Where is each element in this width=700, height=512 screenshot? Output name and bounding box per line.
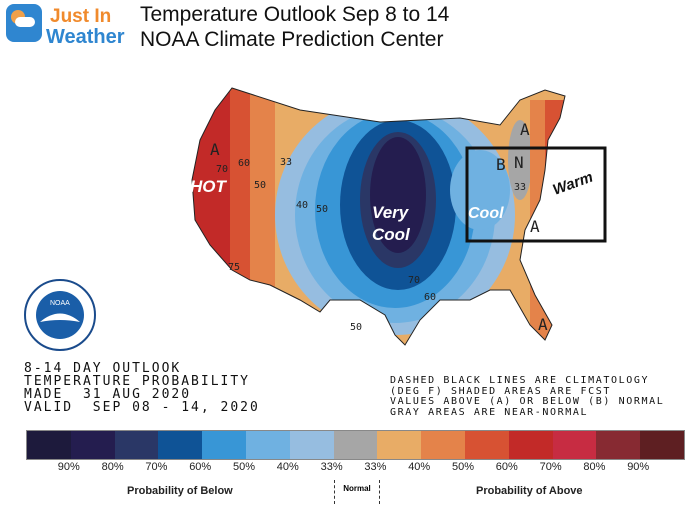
probability-shading [192, 88, 565, 345]
label-very-cool: Cool [372, 225, 411, 244]
info-line: VALID SEP 08 - 14, 2020 [24, 400, 260, 415]
normal-caption: Normal [334, 480, 380, 504]
contour-label: 70 [216, 164, 228, 175]
contour-label: 50 [254, 180, 266, 191]
legend-swatch [114, 431, 159, 459]
legend-swatch [464, 431, 509, 459]
color-legend [26, 430, 685, 460]
contour-label: 60 [238, 158, 250, 169]
info-line: MADE 31 AUG 2020 [24, 387, 192, 402]
above-caption: Probability of Above [476, 485, 583, 497]
note-line: VALUES ABOVE (A) OR BELOW (B) NORMAL [390, 396, 665, 407]
title-line-1: Temperature Outlook Sep 8 to 14 [140, 3, 450, 26]
legend-swatch [27, 431, 71, 459]
contour-label: 75 [228, 262, 240, 273]
legend-percent: 80% [101, 461, 124, 473]
contour-label: 40 [296, 200, 308, 211]
legend-swatch [640, 431, 684, 459]
above-marker: A [520, 120, 530, 139]
legend-percent: 90% [627, 461, 650, 473]
above-marker: A [210, 140, 220, 159]
legend-swatch [596, 431, 641, 459]
legend-swatch [508, 431, 553, 459]
outlook-info: 8-14 DAY OUTLOOK TEMPERATURE PROBABILITY M… [24, 362, 260, 414]
just-in-weather-logo: Just In Weather [6, 4, 136, 48]
legend-percent: 80% [583, 461, 606, 473]
legend-percent: 33% [364, 461, 387, 473]
legend-swatch [377, 431, 422, 459]
info-line: 8-14 DAY OUTLOOK [24, 361, 182, 376]
note-line: GRAY AREAS ARE NEAR-NORMAL [390, 406, 589, 418]
above-marker: A [538, 315, 548, 334]
legend-percent: 70% [539, 461, 562, 473]
weather-cloud-icon [6, 4, 42, 42]
legend-swatch [70, 431, 115, 459]
above-marker: A [530, 217, 540, 236]
label-cool: Cool [468, 205, 504, 222]
below-marker: B [496, 155, 506, 174]
legend-percent: 60% [495, 461, 518, 473]
label-warm: Warm [551, 169, 596, 199]
legend-percent: 40% [276, 461, 299, 473]
contour-label: 50 [350, 322, 362, 333]
legend-swatch [202, 431, 246, 459]
contour-label: 33 [514, 182, 526, 193]
below-caption: Probability of Below [127, 485, 233, 497]
label-hot: HOT [190, 177, 228, 196]
normal-marker: N [514, 153, 524, 172]
note-line: DASHED BLACK LINES ARE CLIMATOLOGY [390, 375, 650, 386]
temperature-map: HOT Very Cool Cool Warm A A A A B N 70 6… [24, 87, 607, 351]
noaa-logo-text: NOAA [50, 300, 70, 307]
legend-percent: 50% [452, 461, 475, 473]
title-line-2: NOAA Climate Prediction Center [140, 28, 444, 51]
contour-label: 60 [424, 292, 436, 303]
contour-label: 70 [408, 275, 420, 286]
noaa-logo: NOAA [24, 279, 96, 351]
legend-percent: 90% [57, 461, 80, 473]
note-line: (DEG F) SHADED AREAS ARE FCST [390, 385, 611, 397]
contour-label: 50 [316, 204, 328, 215]
us-outline [191, 87, 566, 346]
legend-swatch [421, 431, 465, 459]
legend-swatch [333, 431, 378, 459]
logo-line-2: Weather [46, 26, 125, 48]
legend-percent: 70% [145, 461, 168, 473]
legend-percent: 40% [408, 461, 431, 473]
label-very: Very [372, 203, 410, 222]
contour-label: 33 [280, 157, 292, 168]
legend-percent: 50% [233, 461, 256, 473]
legend-swatch [552, 431, 597, 459]
legend-swatch [158, 431, 203, 459]
info-line: TEMPERATURE PROBABILITY [24, 374, 251, 389]
highlight-box [465, 146, 607, 243]
legend-swatch [245, 431, 290, 459]
legend-percent: 60% [189, 461, 212, 473]
page-title: Temperature Outlook Sep 8 to 14 NOAA Cli… [140, 2, 449, 52]
logo-line-1: Just In [50, 6, 112, 27]
legend-notes: DASHED BLACK LINES ARE CLIMATOLOGY (DEG F… [390, 375, 665, 418]
legend-swatch [289, 431, 334, 459]
legend-percent: 33% [320, 461, 343, 473]
